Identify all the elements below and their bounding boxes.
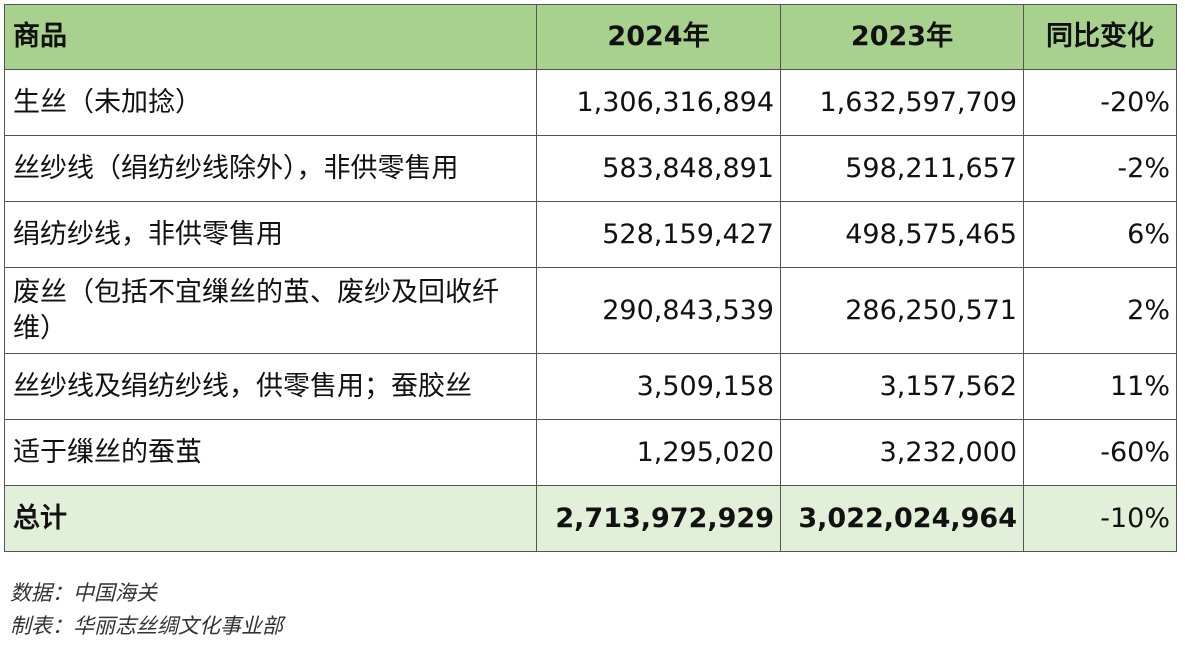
table-row: 绢纺纱线，非供零售用 528,159,427 498,575,465 6% [4,201,1177,268]
cell-change: 6% [1023,201,1177,268]
cell-change: -20% [1023,69,1177,136]
total-2024: 2,713,972,929 [536,485,781,552]
cell-change: -60% [1023,419,1177,486]
table-header-row: 商品 2024年 2023年 同比变化 [4,4,1177,70]
total-2023: 3,022,024,964 [780,485,1024,552]
cell-product: 绢纺纱线，非供零售用 [4,201,537,268]
cell-2023: 1,632,597,709 [780,69,1024,136]
header-product: 商品 [4,4,537,70]
cell-2024: 528,159,427 [536,201,781,268]
table-row: 丝纱线及绢纺纱线，供零售用；蚕胶丝 3,509,158 3,157,562 11… [4,353,1177,420]
cell-2023: 498,575,465 [780,201,1024,268]
cell-2023: 3,157,562 [780,353,1024,420]
total-label: 总计 [4,485,537,552]
header-2024: 2024年 [536,4,781,70]
table-row: 废丝（包括不宜缫丝的茧、废纱及回收纤维） 290,843,539 286,250… [4,267,1177,354]
cell-2024: 583,848,891 [536,135,781,202]
cell-2024: 290,843,539 [536,267,781,354]
silk-trade-table: 商品 2024年 2023年 同比变化 生丝（未加捻） 1,306,316,89… [4,4,1177,552]
source-note: 数据：中国海关 [10,581,157,605]
author-note: 制表：华丽志丝绸文化事业部 [10,614,283,638]
table-row: 生丝（未加捻） 1,306,316,894 1,632,597,709 -20% [4,69,1177,136]
table-row: 适于缫丝的蚕茧 1,295,020 3,232,000 -60% [4,419,1177,486]
cell-2024: 1,295,020 [536,419,781,486]
cell-2023: 598,211,657 [780,135,1024,202]
cell-change: 11% [1023,353,1177,420]
cell-2023: 286,250,571 [780,267,1024,354]
table-notes: 数据：中国海关 制表：华丽志丝绸文化事业部 [10,577,283,643]
cell-change: 2% [1023,267,1177,354]
cell-product: 生丝（未加捻） [4,69,537,136]
cell-2024: 1,306,316,894 [536,69,781,136]
header-2023: 2023年 [780,4,1024,70]
total-change: -10% [1023,485,1177,552]
cell-2023: 3,232,000 [780,419,1024,486]
cell-change: -2% [1023,135,1177,202]
cell-product: 丝纱线（绢纺纱线除外），非供零售用 [4,135,537,202]
header-change: 同比变化 [1023,4,1177,70]
cell-product: 废丝（包括不宜缫丝的茧、废纱及回收纤维） [4,267,537,354]
cell-2024: 3,509,158 [536,353,781,420]
cell-product: 丝纱线及绢纺纱线，供零售用；蚕胶丝 [4,353,537,420]
silk-trade-table-container: 商品 2024年 2023年 同比变化 生丝（未加捻） 1,306,316,89… [4,4,1177,552]
table-row: 丝纱线（绢纺纱线除外），非供零售用 583,848,891 598,211,65… [4,135,1177,202]
table-total-row: 总计 2,713,972,929 3,022,024,964 -10% [4,485,1177,552]
cell-product: 适于缫丝的蚕茧 [4,419,537,486]
